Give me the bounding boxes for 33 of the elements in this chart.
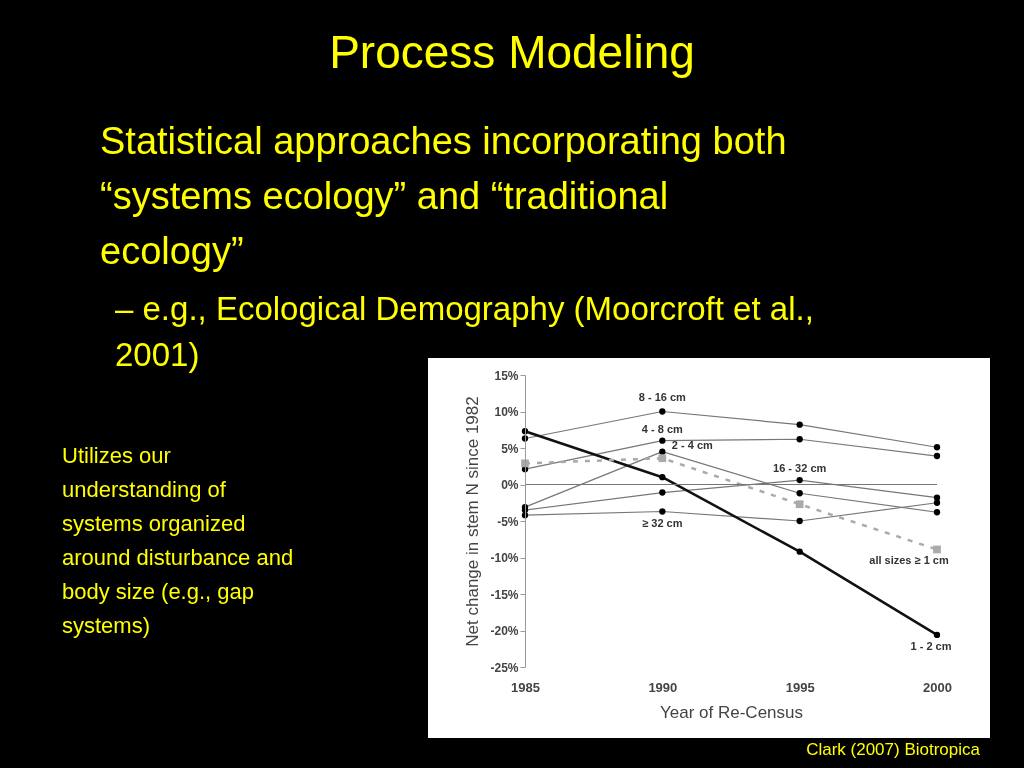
text: Statistical approaches incorporating both “systems ecology” and “traditional ecology”: [100, 120, 787, 272]
y-tick-label: -20%: [490, 624, 519, 638]
y-axis-title: Net change in stem N since 1982: [463, 396, 483, 647]
chart-title: Process Modeling: [329, 26, 695, 78]
point: [521, 459, 529, 468]
series-label: 4 - 8 cm: [641, 422, 684, 435]
x-tick-label: 1995: [785, 679, 815, 695]
series-label: 16 - 32 cm: [773, 462, 827, 475]
series-label: 2 - 4 cm: [671, 438, 714, 451]
x-tick-label: 1985: [511, 679, 540, 695]
x-axis-title: Year of Re-Census: [659, 702, 804, 722]
y-tick-label: 15%: [494, 368, 519, 383]
y-tick-label: 0%: [501, 478, 519, 492]
x-tick-label: 2000: [923, 679, 952, 695]
point: [659, 474, 666, 481]
series-label: 8 - 16 cm: [638, 390, 687, 403]
y-tick-label: 5%: [501, 441, 519, 456]
point: [933, 545, 941, 554]
y-tick-label: -15%: [490, 587, 519, 602]
y-tick-label: -5%: [497, 514, 519, 529]
x-tick-label: 1990: [648, 679, 678, 695]
y-tick-label: -10%: [490, 551, 519, 565]
point: [795, 500, 804, 509]
series-label: all sizes ≥ 1 cm: [869, 554, 949, 567]
series-label: ≥ 32 cm: [642, 516, 683, 529]
y-tick-label: 10%: [494, 405, 519, 419]
point: [658, 454, 667, 463]
text: Clark (2007) Biotropica: [806, 740, 981, 759]
series-label: 1 - 2 cm: [910, 639, 952, 652]
text: Utilizes our understanding of systems organized around disturbance and body size (e.g., gap systems): [62, 443, 294, 638]
point: [933, 631, 941, 639]
point: [796, 548, 803, 555]
y-tick-label: -25%: [490, 660, 519, 675]
